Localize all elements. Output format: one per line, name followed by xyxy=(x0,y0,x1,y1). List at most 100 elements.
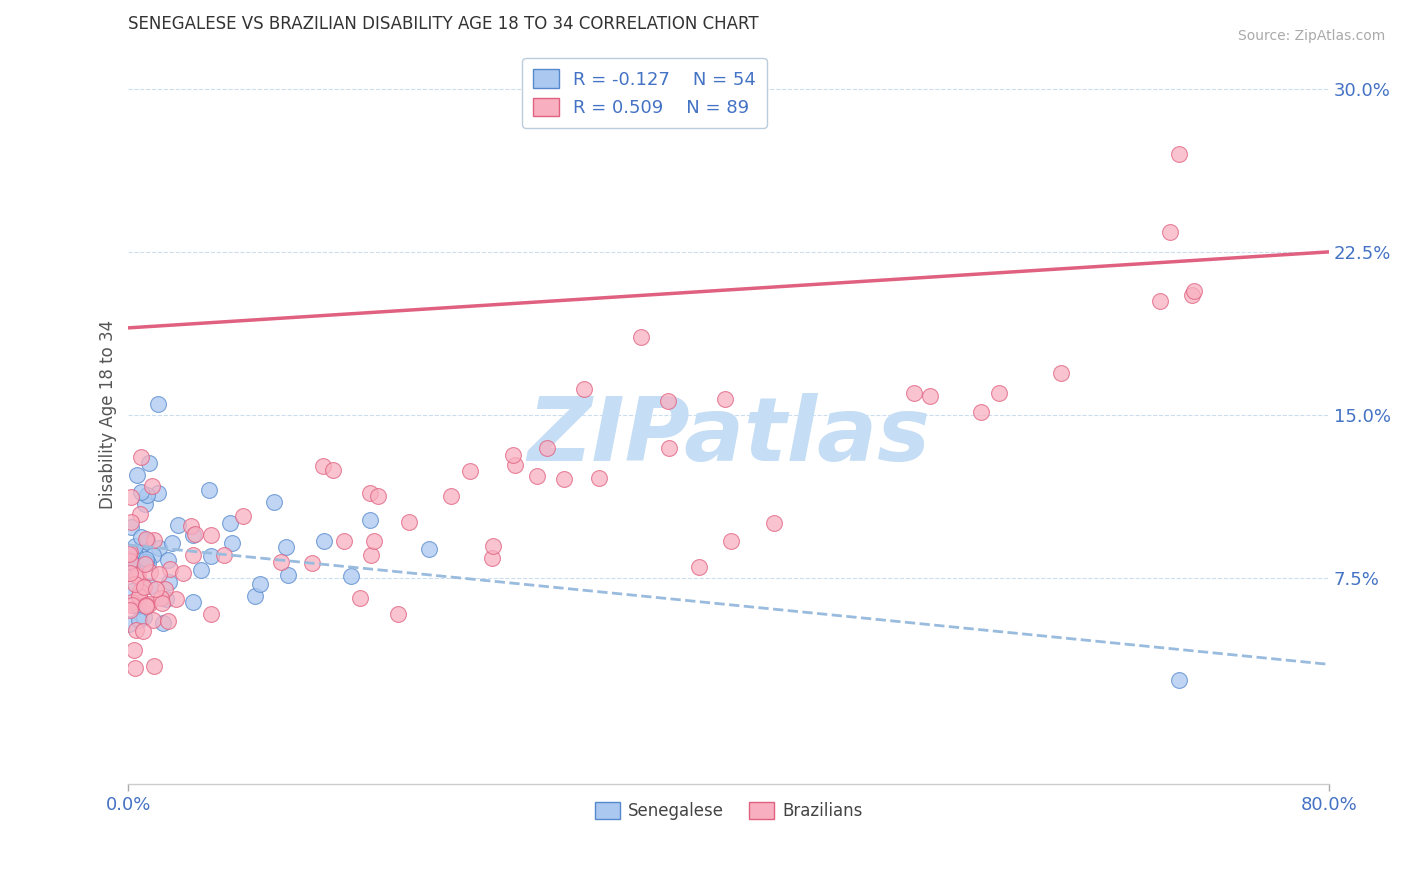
Point xyxy=(132,580,155,594)
Point xyxy=(526,469,548,483)
Point xyxy=(200,528,222,542)
Point xyxy=(148,486,170,500)
Point xyxy=(232,508,254,523)
Point xyxy=(125,624,148,638)
Point xyxy=(152,595,174,609)
Point xyxy=(138,565,160,579)
Point xyxy=(118,566,141,580)
Point xyxy=(180,519,202,533)
Point xyxy=(166,517,188,532)
Point xyxy=(136,533,159,548)
Point xyxy=(135,599,157,613)
Point xyxy=(136,534,159,549)
Point xyxy=(122,643,145,657)
Point xyxy=(200,607,222,622)
Point xyxy=(128,589,150,603)
Point xyxy=(162,536,184,550)
Point xyxy=(120,603,142,617)
Point xyxy=(124,539,146,553)
Point xyxy=(363,534,385,549)
Point xyxy=(688,559,710,574)
Text: Source: ZipAtlas.com: Source: ZipAtlas.com xyxy=(1237,29,1385,43)
Point xyxy=(125,468,148,483)
Point xyxy=(1149,294,1171,309)
Point xyxy=(121,598,143,612)
Point xyxy=(118,616,141,631)
Point xyxy=(920,389,942,403)
Point xyxy=(588,471,610,485)
Text: ZIPatlas: ZIPatlas xyxy=(527,393,931,481)
Point xyxy=(159,562,181,576)
Point xyxy=(124,547,146,561)
Point xyxy=(349,591,371,605)
Legend: Senegalese, Brazilians: Senegalese, Brazilians xyxy=(588,796,869,827)
Point xyxy=(481,539,503,553)
Point xyxy=(124,661,146,675)
Point xyxy=(132,610,155,624)
Point xyxy=(120,516,142,530)
Point xyxy=(120,491,142,505)
Point xyxy=(120,563,142,577)
Point xyxy=(134,555,156,569)
Point xyxy=(132,580,155,594)
Point xyxy=(157,575,180,590)
Point xyxy=(135,488,157,502)
Point xyxy=(134,497,156,511)
Point xyxy=(311,458,333,473)
Point xyxy=(183,528,205,542)
Point xyxy=(630,330,652,344)
Y-axis label: Disability Age 18 to 34: Disability Age 18 to 34 xyxy=(100,320,117,509)
Point xyxy=(184,527,207,541)
Point xyxy=(181,594,204,608)
Point xyxy=(142,549,165,563)
Point xyxy=(333,534,356,549)
Point xyxy=(322,463,344,477)
Point xyxy=(249,576,271,591)
Point xyxy=(418,542,440,557)
Point xyxy=(134,557,156,571)
Point xyxy=(124,577,146,591)
Point xyxy=(657,394,679,409)
Point xyxy=(145,582,167,597)
Point xyxy=(120,545,142,559)
Point xyxy=(1167,673,1189,687)
Point xyxy=(138,556,160,570)
Point xyxy=(128,613,150,627)
Point xyxy=(572,383,595,397)
Point xyxy=(367,489,389,503)
Point xyxy=(1181,288,1204,302)
Point xyxy=(127,599,149,614)
Point xyxy=(458,464,481,478)
Point xyxy=(172,566,194,580)
Point xyxy=(359,513,381,527)
Point xyxy=(118,554,141,568)
Point xyxy=(135,552,157,566)
Point xyxy=(903,385,925,400)
Point xyxy=(138,597,160,611)
Point xyxy=(301,556,323,570)
Point xyxy=(149,591,172,606)
Point xyxy=(1167,147,1189,161)
Point xyxy=(276,540,298,554)
Point xyxy=(125,568,148,582)
Point xyxy=(129,507,152,521)
Point xyxy=(970,405,993,419)
Point xyxy=(131,549,153,563)
Point xyxy=(129,484,152,499)
Point xyxy=(120,520,142,534)
Point xyxy=(1159,225,1181,239)
Point xyxy=(148,541,170,555)
Point xyxy=(138,456,160,470)
Point xyxy=(1050,366,1073,380)
Point xyxy=(762,516,785,531)
Point xyxy=(198,483,221,497)
Point xyxy=(212,548,235,562)
Point xyxy=(440,489,463,503)
Point xyxy=(148,397,170,411)
Point xyxy=(658,441,681,455)
Point xyxy=(360,548,382,562)
Point xyxy=(132,624,155,638)
Point xyxy=(142,613,165,627)
Point xyxy=(536,442,558,456)
Point xyxy=(720,534,742,549)
